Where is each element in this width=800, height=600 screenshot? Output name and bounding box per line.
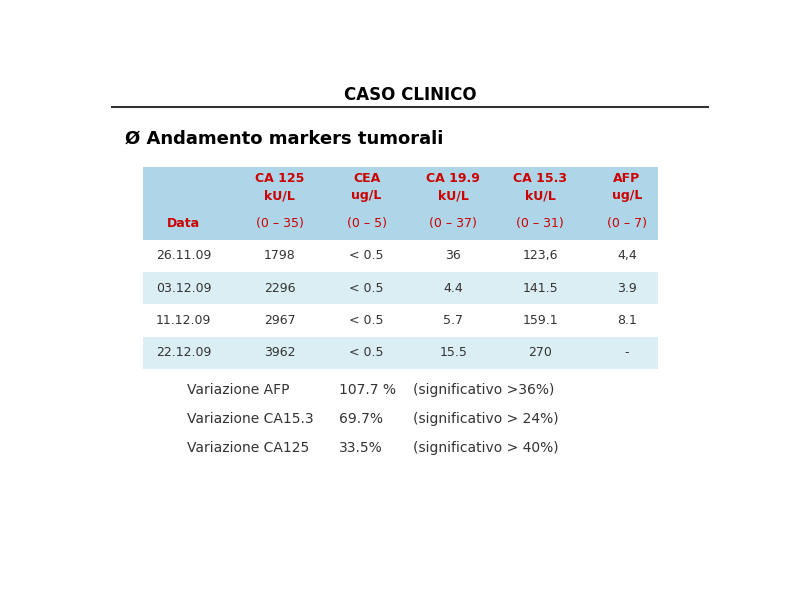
- Text: Variazione AFP: Variazione AFP: [187, 383, 290, 397]
- Text: 69.7%: 69.7%: [338, 412, 382, 426]
- Text: 33.5%: 33.5%: [338, 441, 382, 455]
- Text: < 0.5: < 0.5: [350, 282, 384, 295]
- Text: 2296: 2296: [264, 282, 295, 295]
- Text: CA 15.3
kU/L: CA 15.3 kU/L: [514, 172, 567, 202]
- Text: 11.12.09: 11.12.09: [156, 314, 211, 327]
- Bar: [143, 167, 658, 208]
- Text: (0 – 31): (0 – 31): [516, 217, 564, 230]
- Text: 1798: 1798: [264, 250, 296, 262]
- Text: (significativo > 24%): (significativo > 24%): [413, 412, 558, 426]
- Text: (0 – 7): (0 – 7): [607, 217, 647, 230]
- Text: 141.5: 141.5: [522, 282, 558, 295]
- Text: 4.4: 4.4: [443, 282, 463, 295]
- Text: AFP
ug/L: AFP ug/L: [612, 172, 642, 202]
- Text: 3.9: 3.9: [617, 282, 637, 295]
- Text: 22.12.09: 22.12.09: [156, 346, 211, 359]
- Bar: [143, 304, 658, 337]
- Text: (0 – 5): (0 – 5): [346, 217, 386, 230]
- Text: 107.7 %: 107.7 %: [338, 383, 396, 397]
- Text: Data: Data: [167, 217, 200, 230]
- Text: 26.11.09: 26.11.09: [156, 250, 211, 262]
- Text: 5.7: 5.7: [443, 314, 463, 327]
- Text: Variazione CA15.3: Variazione CA15.3: [187, 412, 314, 426]
- Text: 15.5: 15.5: [439, 346, 467, 359]
- Text: 2967: 2967: [264, 314, 296, 327]
- Text: (0 – 37): (0 – 37): [430, 217, 478, 230]
- Text: 36: 36: [446, 250, 462, 262]
- Text: 3962: 3962: [264, 346, 295, 359]
- Text: < 0.5: < 0.5: [350, 346, 384, 359]
- Text: Variazione CA125: Variazione CA125: [187, 441, 309, 455]
- Text: CA 19.9
kU/L: CA 19.9 kU/L: [426, 172, 480, 202]
- Text: 159.1: 159.1: [522, 314, 558, 327]
- Text: (0 – 35): (0 – 35): [256, 217, 304, 230]
- Text: < 0.5: < 0.5: [350, 250, 384, 262]
- Bar: [143, 337, 658, 369]
- Text: CA 125
kU/L: CA 125 kU/L: [255, 172, 305, 202]
- Bar: [143, 240, 658, 272]
- Text: 123,6: 123,6: [522, 250, 558, 262]
- Text: (significativo >36%): (significativo >36%): [413, 383, 554, 397]
- Bar: [143, 208, 658, 240]
- Text: Ø Andamento markers tumorali: Ø Andamento markers tumorali: [125, 130, 443, 148]
- Text: < 0.5: < 0.5: [350, 314, 384, 327]
- Text: (significativo > 40%): (significativo > 40%): [413, 441, 558, 455]
- Text: 8.1: 8.1: [617, 314, 637, 327]
- Text: 03.12.09: 03.12.09: [156, 282, 211, 295]
- Text: 4,4: 4,4: [617, 250, 637, 262]
- Text: 270: 270: [528, 346, 552, 359]
- Bar: [143, 272, 658, 304]
- Text: CASO CLINICO: CASO CLINICO: [344, 86, 476, 104]
- Text: CEA
ug/L: CEA ug/L: [351, 172, 382, 202]
- Text: -: -: [625, 346, 630, 359]
